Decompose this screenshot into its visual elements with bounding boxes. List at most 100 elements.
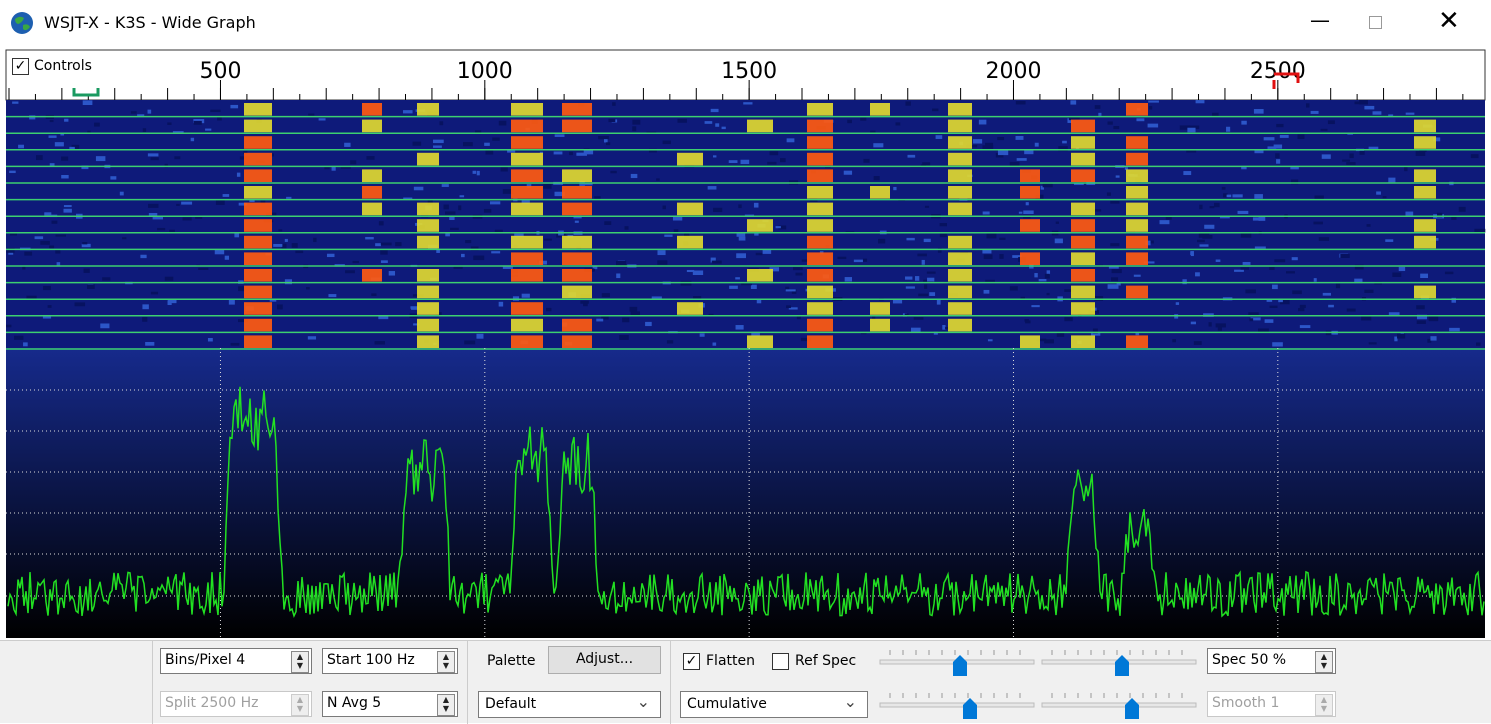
noise [1199, 205, 1202, 210]
noise [606, 142, 610, 145]
noise [1342, 160, 1350, 162]
signal-trace [562, 286, 592, 299]
noise [237, 173, 240, 177]
noise [631, 311, 640, 315]
noise [18, 145, 24, 149]
noise [43, 286, 51, 290]
noise [1297, 134, 1304, 139]
signal-trace [244, 103, 272, 116]
noise [1265, 319, 1274, 323]
signal-trace [1071, 302, 1095, 315]
noise [700, 333, 705, 336]
noise [1110, 243, 1119, 246]
title-bar: WSJT-X - K3S - Wide Graph — ✕ [0, 0, 1491, 46]
noise [845, 277, 852, 281]
noise [292, 243, 298, 248]
flatten-checkbox[interactable]: ✓ [683, 653, 700, 670]
ref-spec-label[interactable]: Ref Spec [795, 653, 856, 669]
noise [924, 239, 931, 242]
noise [664, 235, 672, 237]
noise [157, 228, 165, 230]
noise [1035, 143, 1039, 147]
signal-trace [1126, 236, 1148, 249]
noise [796, 273, 803, 276]
signal-trace [362, 169, 382, 182]
close-button[interactable]: ✕ [1438, 6, 1460, 36]
spectrum-mode-combo[interactable]: Cumulative [680, 691, 868, 718]
signal-trace [362, 120, 382, 133]
noise [1476, 342, 1481, 345]
noise [490, 201, 500, 204]
signal-trace [1071, 252, 1095, 265]
adjust-button[interactable]: Adjust... [548, 646, 661, 674]
start-spinbox[interactable]: Start 100 Hz▲▼ [322, 648, 458, 674]
controls-label[interactable]: Controls [34, 58, 92, 74]
noise [183, 217, 192, 220]
noise [49, 135, 57, 137]
noise [622, 318, 629, 323]
noise [75, 302, 85, 306]
noise [1346, 162, 1355, 165]
signal-trace [511, 153, 543, 166]
flatten-label[interactable]: Flatten [706, 653, 755, 669]
noise [1191, 322, 1196, 325]
ref-spec-checkbox[interactable] [772, 653, 789, 670]
noise [1406, 113, 1415, 115]
noise [911, 328, 921, 333]
signal-trace [562, 252, 592, 265]
signal-trace [1126, 335, 1148, 348]
n-avg-spinbox[interactable]: N Avg 5▲▼ [322, 691, 458, 717]
noise [1385, 239, 1393, 242]
noise [1323, 293, 1331, 296]
noise [1057, 333, 1064, 337]
separator [152, 641, 153, 724]
signal-trace [1126, 203, 1148, 216]
noise [1187, 128, 1195, 133]
noise [874, 176, 880, 180]
noise [389, 271, 395, 275]
signal-trace [807, 120, 833, 133]
noise [1274, 259, 1285, 262]
maximize-button[interactable] [1369, 16, 1382, 29]
signal-trace [1071, 269, 1095, 282]
noise [776, 226, 781, 228]
signal-trace [807, 169, 833, 182]
noise [569, 152, 573, 155]
noise [229, 300, 235, 305]
spin-arrows[interactable]: ▲▼ [437, 694, 455, 716]
spin-arrows[interactable]: ▲▼ [437, 651, 455, 673]
noise [1322, 154, 1331, 158]
noise [1272, 342, 1283, 346]
noise [1091, 333, 1100, 336]
noise [1062, 141, 1067, 144]
spin-arrows[interactable]: ▲▼ [291, 651, 309, 673]
signal-trace [562, 169, 592, 182]
noise [1234, 270, 1244, 272]
noise [1025, 320, 1030, 323]
noise [1197, 240, 1205, 242]
noise [616, 261, 626, 266]
noise [756, 253, 763, 255]
noise [473, 256, 484, 260]
slider-handle [1125, 698, 1139, 719]
noise [83, 100, 93, 105]
noise [1459, 207, 1466, 212]
noise [1336, 284, 1340, 289]
noise [345, 270, 355, 273]
noise [131, 111, 137, 114]
noise [546, 308, 551, 311]
checkbox[interactable]: ✓ [12, 58, 29, 75]
bins-pixel-spinbox[interactable]: Bins/Pixel 4▲▼ [160, 648, 312, 674]
noise [1280, 135, 1289, 138]
noise [395, 242, 401, 246]
spec-spinbox[interactable]: Spec 50 %▲▼ [1207, 648, 1336, 674]
minimize-button[interactable]: — [1310, 8, 1330, 32]
noise [1364, 290, 1373, 293]
signal-trace [1126, 186, 1148, 199]
spin-arrows[interactable]: ▲▼ [1315, 651, 1333, 673]
slider-groove [1042, 703, 1196, 707]
sliders[interactable] [878, 641, 1203, 724]
noise [61, 175, 68, 178]
signal-trace [677, 236, 703, 249]
palette-combo[interactable]: Default [478, 691, 661, 718]
